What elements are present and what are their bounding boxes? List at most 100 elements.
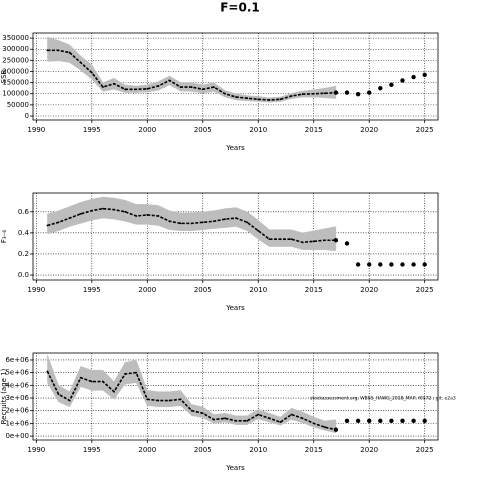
estimate-point: [68, 51, 71, 54]
x-tick-label: 2020: [360, 126, 378, 134]
plot-frame: [32, 32, 439, 121]
estimate-point: [68, 217, 71, 219]
confidence-band: [47, 36, 59, 62]
y-tick-label: 0: [25, 112, 29, 120]
y-tick-label: 2e+06: [5, 407, 29, 415]
x-axis-label: Years: [225, 144, 245, 152]
x-tick-label: 1990: [27, 286, 45, 294]
estimate-point: [46, 49, 49, 52]
x-tick-label: 2025: [416, 286, 434, 294]
estimate-point: [290, 95, 293, 97]
x-tick-label: 2020: [360, 446, 378, 454]
confidence-band: [91, 64, 104, 93]
estimate-point: [90, 380, 93, 383]
projection-point: [411, 262, 416, 267]
last-estimate-point: [333, 427, 339, 432]
y-tick-label: 350000: [2, 34, 29, 42]
confidence-band: [224, 90, 237, 101]
x-tick-label: 2015: [305, 286, 323, 294]
x-axis-label: Years: [225, 464, 245, 472]
estimate-point: [146, 398, 149, 401]
estimate-point: [190, 409, 193, 412]
y-tick-label: 0.4: [18, 229, 30, 237]
y-tick-label: 250000: [2, 56, 29, 64]
confidence-band: [158, 205, 170, 230]
confidence-band: [47, 354, 59, 403]
x-tick-label: 2005: [194, 126, 212, 134]
confidence-band: [246, 211, 259, 240]
x-axis-label: Years: [225, 304, 245, 312]
y-axis-label: F₃₋₆: [0, 230, 8, 244]
estimate-point: [323, 92, 326, 95]
plot-frame: [32, 192, 439, 281]
estimate-point: [124, 210, 126, 213]
confidence-band: [124, 359, 137, 385]
estimate-point: [157, 215, 160, 217]
confidence-band: [258, 219, 270, 247]
estimate-point: [46, 224, 49, 227]
estimate-point: [179, 86, 182, 88]
estimate-point: [79, 61, 82, 64]
estimate-point: [135, 88, 138, 91]
estimate-point: [168, 79, 171, 82]
confidence-band: [102, 369, 115, 400]
y-tick-label: 0.0: [18, 271, 29, 279]
estimate-point: [257, 229, 260, 232]
confidence-band: [113, 77, 126, 93]
y-tick-label: 6e+06: [5, 356, 29, 364]
estimate-point: [212, 86, 215, 88]
estimate-point: [290, 238, 293, 241]
estimate-point: [46, 370, 49, 373]
x-tick-label: 2010: [249, 126, 267, 134]
estimate-point: [212, 220, 215, 223]
projection-point: [344, 241, 350, 246]
estimate-point: [290, 413, 293, 416]
estimate-point: [224, 92, 226, 95]
projection-point: [344, 418, 350, 424]
y-tick-label: 0.2: [18, 250, 29, 258]
estimate-point: [246, 97, 249, 100]
annotation: stockassessment.org, WBSS_HAWG_2018_MAP,…: [310, 396, 456, 402]
y-tick-label: 200000: [2, 67, 29, 75]
estimate-point: [157, 399, 160, 402]
x-tick-label: 2000: [138, 446, 156, 454]
confidence-band: [58, 206, 70, 232]
projection-point: [355, 91, 361, 97]
estimate-point: [224, 218, 226, 221]
confidence-band: [158, 75, 170, 91]
confidence-band: [58, 384, 70, 408]
confidence-band: [113, 361, 126, 400]
x-tick-label: 2000: [138, 286, 156, 294]
estimate-point: [279, 238, 282, 241]
confidence-band: [213, 208, 226, 229]
estimate-point: [135, 215, 138, 217]
estimate-point: [157, 85, 160, 87]
estimate-point: [312, 240, 315, 243]
figure-title: F=0.1: [220, 1, 260, 15]
estimate-point: [57, 49, 60, 52]
estimate-point: [90, 71, 93, 74]
projection-point: [411, 418, 416, 424]
estimate-point: [124, 373, 126, 375]
confidence-band: [113, 197, 126, 222]
estimate-point: [224, 417, 226, 420]
y-tick-label: 1e+06: [5, 419, 29, 427]
estimate-point: [312, 422, 315, 425]
confidence-band: [313, 228, 326, 250]
estimate-point: [323, 239, 326, 242]
projection-point: [389, 82, 394, 88]
plot-frame: [32, 352, 439, 441]
y-tick-label: 300000: [2, 45, 29, 53]
estimate-point: [190, 86, 193, 88]
confidence-band: [191, 211, 203, 231]
projection-point: [367, 90, 372, 95]
confidence-band: [180, 389, 192, 417]
y-tick-label: 100000: [2, 90, 29, 98]
y-tick-label: 3e+06: [5, 394, 29, 402]
confidence-band: [158, 391, 170, 408]
panel: 0.0 0.2 0.4 0.6 1990 1995 2000 2005 2010 2015 2020…: [0, 192, 439, 312]
confidence-band: [91, 369, 104, 391]
projection-point: [355, 262, 361, 267]
estimate-point: [113, 208, 115, 211]
estimate-point: [102, 86, 104, 88]
